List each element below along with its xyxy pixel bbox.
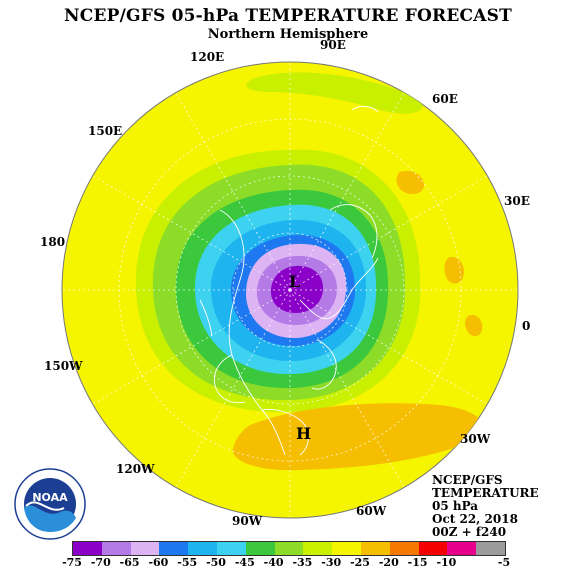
colorbar-swatch bbox=[159, 542, 189, 555]
colorbar-label: -30 bbox=[321, 556, 342, 569]
info-variable: TEMPERATURE bbox=[432, 486, 539, 500]
warm-band-high bbox=[232, 403, 484, 471]
contour-minus-75 bbox=[270, 265, 324, 313]
graticule bbox=[62, 62, 518, 518]
colorbar-label: -40 bbox=[263, 556, 284, 569]
lon-label-60e: 60E bbox=[432, 92, 458, 106]
colorbar-swatch bbox=[360, 542, 390, 555]
colorbar-label: -65 bbox=[119, 556, 140, 569]
colorbar-swatch bbox=[303, 542, 333, 555]
colorbar-swatch bbox=[476, 542, 505, 555]
colorbar-label: -35 bbox=[292, 556, 313, 569]
temperature-colorbar bbox=[72, 541, 506, 556]
lon-label-120w: 120W bbox=[116, 462, 155, 476]
warm-spot-east-2 bbox=[444, 256, 464, 284]
noaa-logo: NOAA bbox=[14, 468, 86, 540]
info-date: Oct 22, 2018 bbox=[432, 512, 518, 526]
map-title: NCEP/GFS 05-hPa TEMPERATURE FORECAST bbox=[64, 6, 512, 26]
colorbar-label: -25 bbox=[350, 556, 370, 569]
colorbar-swatch bbox=[245, 542, 275, 555]
lon-label-90e: 90E bbox=[320, 38, 346, 52]
colorbar-swatch bbox=[332, 542, 361, 555]
colorbar-label: -60 bbox=[148, 556, 169, 569]
lon-label-150e: 150E bbox=[88, 124, 123, 138]
colorbar-swatch bbox=[130, 542, 160, 555]
warm-spot-east-1 bbox=[396, 170, 424, 194]
colorbar-swatch bbox=[274, 542, 304, 555]
colorbar-swatch bbox=[389, 542, 419, 555]
noaa-logo-text: NOAA bbox=[32, 491, 68, 504]
colorbar-label: -15 bbox=[407, 556, 428, 569]
lon-label-180: 180 bbox=[40, 235, 66, 249]
lon-label-120e: 120E bbox=[190, 50, 225, 64]
colorbar-swatch bbox=[188, 542, 217, 555]
warm-band-north bbox=[246, 72, 423, 114]
lon-label-60w: 60W bbox=[356, 504, 387, 518]
colorbar-label: -75 bbox=[62, 556, 82, 569]
colorbar-swatch bbox=[216, 542, 246, 555]
high-pressure-marker: H bbox=[296, 424, 312, 443]
colorbar-label: -10 bbox=[436, 556, 457, 569]
colorbar-swatch bbox=[73, 542, 102, 555]
info-model: NCEP/GFS bbox=[432, 473, 503, 487]
low-pressure-marker: L bbox=[289, 272, 301, 291]
colorbar-swatch bbox=[447, 542, 477, 555]
colorbar-label: -20 bbox=[378, 556, 399, 569]
colorbar-labels: -75 -70 -65 -60 -55 -50 -45 -40 -35 -30 -25 -20 -15-… bbox=[0, 556, 576, 572]
lon-label-90w: 90W bbox=[232, 514, 263, 528]
map-subtitle: Northern Hemisphere bbox=[207, 27, 369, 42]
forecast-info: NCEP/GFS TEMPERATURE 05 hPa Oct 22, 2018… bbox=[432, 474, 539, 539]
colorbar-swatch bbox=[101, 542, 131, 555]
colorbar-label: -45 bbox=[234, 556, 255, 569]
info-run: 00Z + f240 bbox=[432, 525, 507, 539]
colorbar-label: -50 bbox=[206, 556, 226, 569]
lon-label-150w: 150W bbox=[44, 359, 83, 373]
lon-label-30w: 30W bbox=[460, 432, 491, 446]
colorbar-label: -55 bbox=[177, 556, 198, 569]
coastlines bbox=[199, 105, 379, 456]
colorbar-label: -70 bbox=[90, 556, 111, 569]
colorbar-swatch bbox=[418, 542, 448, 555]
colorbar-label: -5 bbox=[497, 556, 511, 569]
lon-label-30e: 30E bbox=[504, 194, 530, 208]
info-level: 05 hPa bbox=[432, 499, 479, 513]
lon-label-0: 0 bbox=[522, 319, 531, 333]
warm-spot-east-3 bbox=[465, 314, 483, 337]
